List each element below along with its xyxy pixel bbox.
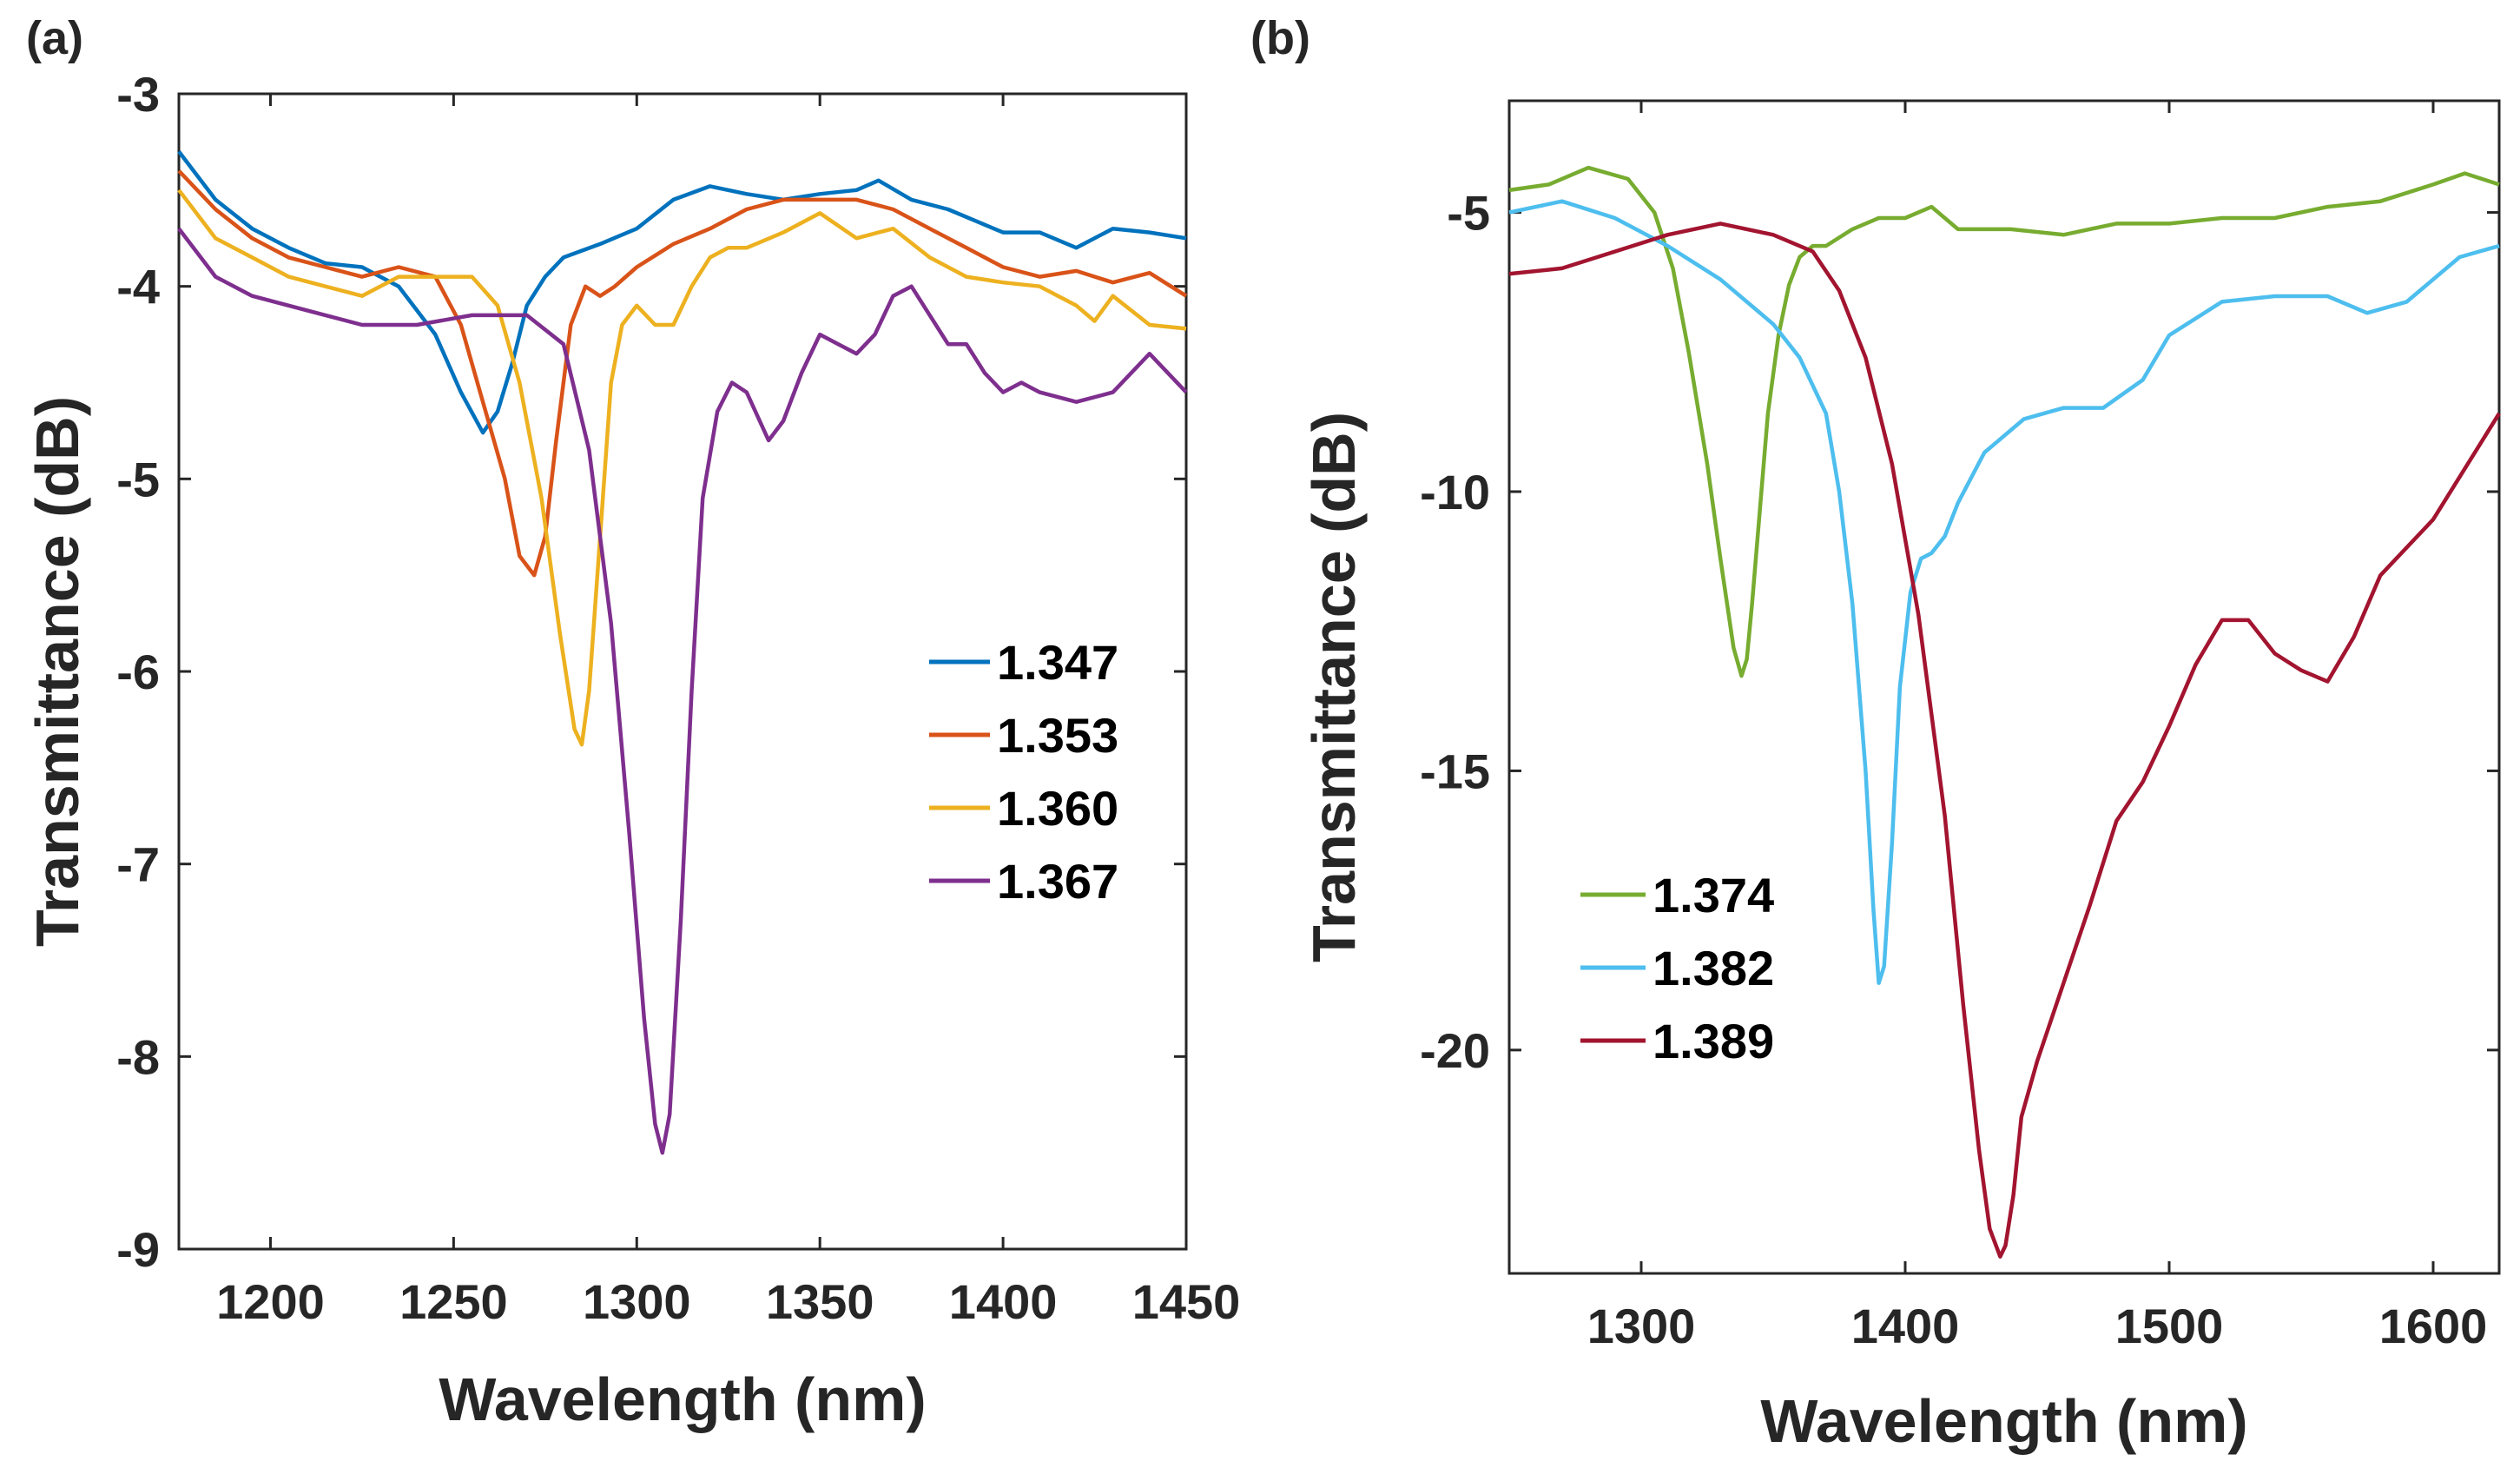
y-tick-label: -5 xyxy=(116,452,160,506)
legend-label: 1.360 xyxy=(997,781,1118,836)
chart-a-plot: 1200 1250 1300 1350 1400 1450 -3 -4 -5 -6 -7 -8 -9 xyxy=(116,67,1240,1329)
chart-b-axes-box xyxy=(1507,99,2501,1275)
chart-a-xlabel: Wavelength (nm) xyxy=(439,1365,926,1433)
y-tick-label: -9 xyxy=(116,1222,160,1277)
y-tick-label: -20 xyxy=(1420,1023,1490,1078)
series-line-1.367 xyxy=(177,227,1188,1155)
chart-b-xlabel: Wavelength (nm) xyxy=(1760,1387,2247,1455)
x-tick-label: 1350 xyxy=(766,1274,874,1329)
legend-label: 1.353 xyxy=(997,708,1118,763)
series-line-1.374 xyxy=(1508,165,2500,678)
y-tick-label: -8 xyxy=(116,1029,160,1084)
x-tick-label: 1200 xyxy=(216,1274,325,1329)
chart-a: (a) 1200 1250 1300 1350 1400 1450 -3-4-5-6-7-… xyxy=(23,12,1240,1433)
series-line-1.382 xyxy=(1508,199,2500,985)
series-line-1.389 xyxy=(1508,221,2501,1259)
x-tick-label: 1300 xyxy=(583,1274,691,1329)
legend-label: 1.389 xyxy=(1653,1014,1774,1068)
chart-b-series xyxy=(1508,165,2501,1259)
legend-label: 1.374 xyxy=(1653,868,1774,922)
chart-b-plot: 1300 1400 1500 1600 -5 -10 -15 -20 xyxy=(1420,99,2501,1353)
y-tick-label: -10 xyxy=(1420,465,1490,519)
x-tick-label: 1450 xyxy=(1132,1274,1241,1329)
y-tick-label: -3 xyxy=(116,67,160,122)
y-tick-label: -4 xyxy=(116,260,160,314)
y-tick-label: -5 xyxy=(1447,186,1490,241)
legend-label: 1.382 xyxy=(1653,941,1774,995)
chart-a-yticks: -3 -4 -5 -6 -7 -8 -9 xyxy=(116,67,1186,1277)
legend-label: 1.347 xyxy=(997,635,1118,690)
chart-b-yticks: -5 -10 -15 -20 xyxy=(1420,186,2499,1078)
x-tick-label: 1250 xyxy=(399,1274,508,1329)
x-tick-label: 1400 xyxy=(949,1274,1058,1329)
series-line-1.347 xyxy=(177,150,1187,435)
x-tick-label: 1400 xyxy=(1851,1299,1960,1353)
x-tick-label: 1500 xyxy=(2115,1299,2224,1353)
chart-a-ylabel: Transmittance (dB) xyxy=(23,396,91,947)
y-tick-label: -7 xyxy=(116,837,160,892)
y-tick-label: -15 xyxy=(1420,744,1490,798)
series-line-1.353 xyxy=(177,169,1188,578)
chart-a-xticks: 1200 1250 1300 1350 1400 1450 xyxy=(216,94,1240,1329)
chart-a-series xyxy=(177,150,1188,1155)
x-tick-label: 1600 xyxy=(2379,1299,2488,1353)
panel-b-label: (b) xyxy=(1250,12,1310,64)
chart-b-legend: 1.374 1.382 1.389 xyxy=(1580,868,1774,1068)
legend-label: 1.367 xyxy=(997,854,1118,909)
y-tick-label: -6 xyxy=(116,645,160,699)
x-tick-label: 1300 xyxy=(1587,1299,1696,1353)
series-line-1.360 xyxy=(177,188,1187,747)
chart-a-axes-box xyxy=(177,92,1188,1251)
chart-b-xticks: 1300 1400 1500 1600 xyxy=(1587,101,2488,1353)
chart-b: (b) 1300 1400 1500 1600 -5 -10 -15 -20 Wavelen… xyxy=(1250,12,2501,1455)
chart-b-ylabel: Transmittance (dB) xyxy=(1300,412,1368,962)
chart-a-legend: 1.347 1.353 1.360 1.367 xyxy=(929,635,1118,909)
panel-a-label: (a) xyxy=(26,12,83,64)
